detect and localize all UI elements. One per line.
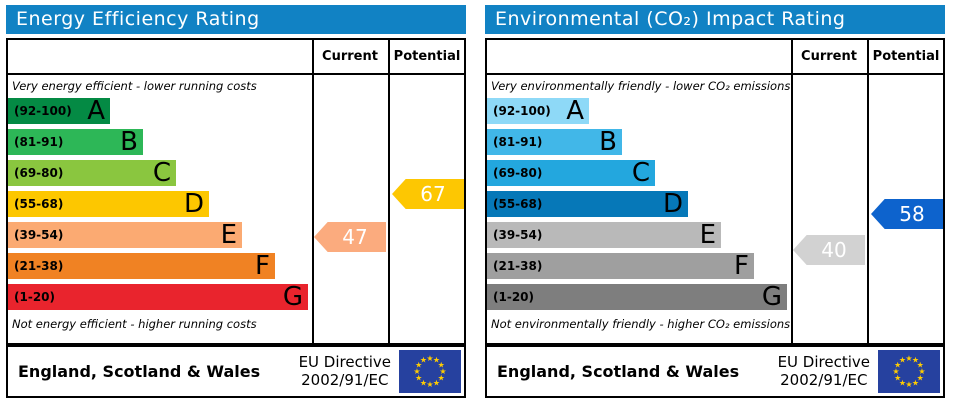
potential-column-header: Potential	[872, 49, 940, 64]
eu-star-icon: ★	[415, 373, 423, 382]
region-label: England, Scotland & Wales	[18, 362, 261, 381]
eu-directive-line2: 2002/91/EC	[301, 370, 389, 389]
eu-star-icon: ★	[905, 353, 913, 363]
eu-star-icon: ★	[432, 355, 441, 365]
eu-star-icon: ★	[905, 379, 913, 389]
current-rating-arrow: 47	[314, 222, 386, 252]
bottom-caption: Not energy efficient - higher running co…	[12, 317, 257, 331]
panel-header: Energy Efficiency Rating	[6, 5, 466, 34]
energy-efficiency-rating-panel: Energy Efficiency Rating Current Potenti…	[0, 0, 478, 404]
eu-star-icon: ★	[892, 366, 900, 376]
eu-star-icon: ★	[415, 360, 423, 369]
eu-star-icon: ★	[894, 360, 902, 369]
footer: England, Scotland & Wales EU Directive 2…	[6, 345, 466, 398]
current-column-divider	[312, 38, 314, 345]
eu-star-icon: ★	[426, 353, 434, 363]
eu-star-icon: ★	[898, 355, 907, 365]
eu-star-icon: ★	[898, 377, 907, 387]
current-column-divider	[791, 38, 793, 345]
eu-star-icon: ★	[918, 366, 926, 376]
eu-directive-line1: EU Directive	[298, 353, 391, 372]
eu-flag-icon: ★ ★ ★ ★ ★ ★ ★ ★ ★ ★ ★ ★	[399, 350, 461, 393]
eu-star-icon: ★	[432, 377, 441, 387]
eu-star-icon: ★	[916, 373, 924, 382]
current-column-header: Current	[801, 49, 857, 64]
header-row-divider	[6, 73, 466, 75]
eu-star-icon: ★	[419, 377, 428, 387]
footer: England, Scotland & Wales EU Directive 2…	[485, 345, 945, 398]
header-row-divider	[485, 73, 945, 75]
eu-directive-line1: EU Directive	[777, 353, 870, 372]
potential-column-divider	[867, 38, 869, 345]
top-caption: Very energy efficient - lower running co…	[12, 79, 257, 93]
potential-rating-arrow: 58	[871, 199, 943, 229]
potential-column-divider	[388, 38, 390, 345]
eu-star-icon: ★	[437, 373, 445, 382]
current-column-header: Current	[322, 49, 378, 64]
potential-rating-arrow: 67	[392, 179, 464, 209]
current-rating-arrow: 40	[793, 235, 865, 265]
panel-title: Environmental (CO₂) Impact Rating	[495, 8, 846, 30]
eu-directive-label: EU Directive 2002/91/EC	[777, 353, 870, 389]
eu-star-icon: ★	[439, 366, 447, 376]
top-caption: Very environmentally friendly - lower CO…	[491, 79, 791, 93]
potential-column-header: Potential	[393, 49, 461, 64]
eu-star-icon: ★	[413, 366, 421, 376]
panel-header: Environmental (CO₂) Impact Rating	[485, 5, 945, 34]
eu-star-icon: ★	[437, 360, 445, 369]
eu-star-icon: ★	[911, 377, 920, 387]
eu-star-icon: ★	[911, 355, 920, 365]
eu-flag-icon: ★ ★ ★ ★ ★ ★ ★ ★ ★ ★ ★ ★	[878, 350, 940, 393]
eu-star-icon: ★	[894, 373, 902, 382]
eu-directive-line2: 2002/91/EC	[780, 370, 868, 389]
bottom-caption: Not environmentally friendly - higher CO…	[491, 317, 791, 331]
eu-star-icon: ★	[916, 360, 924, 369]
eu-star-icon: ★	[426, 379, 434, 389]
eu-directive-label: EU Directive 2002/91/EC	[298, 353, 391, 389]
panel-title: Energy Efficiency Rating	[16, 8, 260, 30]
eu-star-icon: ★	[419, 355, 428, 365]
environmental-impact-rating-panel: Environmental (CO₂) Impact Rating Curren…	[479, 0, 957, 404]
region-label: England, Scotland & Wales	[497, 362, 740, 381]
